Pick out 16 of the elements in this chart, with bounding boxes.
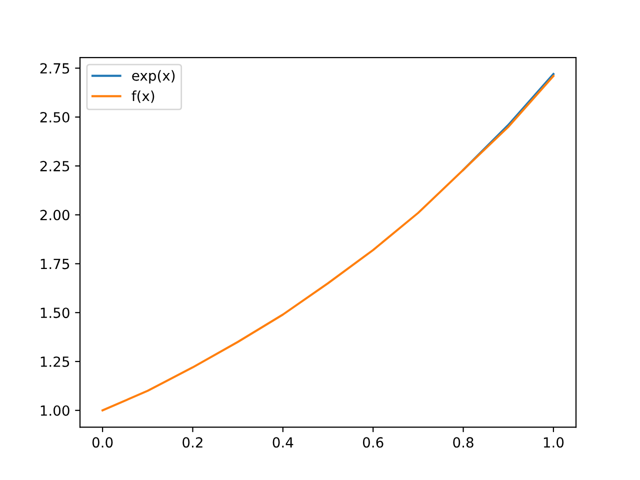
- x-tick-label: 0.0: [92, 437, 113, 448]
- x-tick-label: 1.0: [544, 437, 564, 448]
- y-tick-label: 1.50: [40, 308, 70, 318]
- y-tick-label: 1.25: [40, 356, 70, 367]
- y-tick-label: 2.25: [40, 160, 70, 172]
- y-tick-label: 2.75: [40, 63, 70, 74]
- y-tick-label: 1.75: [40, 258, 70, 270]
- x-tick-label: 0.8: [453, 437, 474, 448]
- x-tick-label: 0.6: [362, 437, 384, 448]
- legend-label: f(x): [132, 90, 154, 103]
- legend-label: exp(x): [132, 70, 175, 84]
- y-tick-label: 2.00: [40, 210, 70, 220]
- x-tick-label: 0.2: [182, 437, 202, 448]
- x-tick-label: 0.4: [272, 437, 294, 448]
- y-tick-label: 1.00: [40, 405, 70, 416]
- y-tick-label: 2.50: [40, 112, 70, 123]
